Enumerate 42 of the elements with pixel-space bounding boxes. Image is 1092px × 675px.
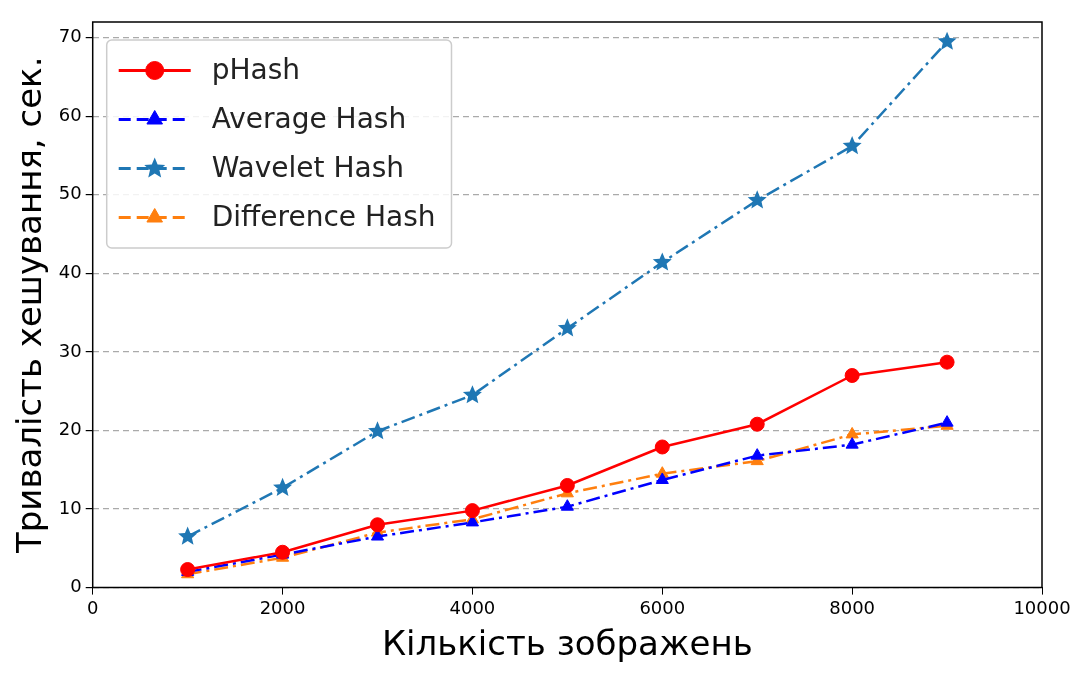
- x-tick-label: 10000: [1013, 597, 1071, 619]
- point: [560, 499, 574, 511]
- point: [557, 318, 577, 337]
- y-tick-label: 60: [58, 103, 82, 125]
- y-tick-label: 0: [70, 575, 82, 597]
- point: [652, 252, 672, 271]
- point: [559, 477, 575, 493]
- y-axis-title: Тривалість хешування, сек.: [9, 56, 50, 555]
- legend-label: Wavelet Hash: [211, 150, 404, 184]
- legend-label: Difference Hash: [211, 199, 436, 233]
- point: [273, 477, 293, 496]
- point: [844, 368, 860, 383]
- point: [462, 385, 482, 404]
- y-tick-label: 10: [58, 496, 82, 518]
- point: [178, 526, 198, 545]
- legend-label: pHash: [211, 52, 301, 86]
- x-tick-label: 6000: [639, 597, 686, 619]
- y-tick-label: 30: [58, 339, 82, 361]
- x-tick-label: 2000: [259, 597, 306, 619]
- point: [937, 31, 957, 50]
- point: [464, 503, 480, 519]
- point: [747, 190, 767, 209]
- y-tick-label: 70: [58, 25, 82, 47]
- y-tick-label: 40: [58, 261, 82, 283]
- y-tick-label: 20: [58, 418, 82, 440]
- point: [845, 437, 859, 449]
- point: [367, 421, 387, 440]
- x-tick-label: 0: [86, 597, 99, 619]
- point: [370, 529, 385, 541]
- point: [655, 472, 669, 484]
- x-tick-label: 8000: [829, 597, 876, 619]
- x-axis-title: Кількість зображень: [381, 623, 753, 664]
- point: [939, 354, 955, 370]
- point: [749, 416, 765, 432]
- point: [842, 136, 862, 155]
- y-tick-label: 50: [58, 182, 82, 204]
- point: [654, 439, 670, 455]
- legend-label: Average Hash: [211, 101, 407, 135]
- point: [750, 448, 764, 460]
- point: [369, 517, 385, 533]
- point: [845, 426, 859, 439]
- x-tick-label: 4000: [449, 597, 496, 619]
